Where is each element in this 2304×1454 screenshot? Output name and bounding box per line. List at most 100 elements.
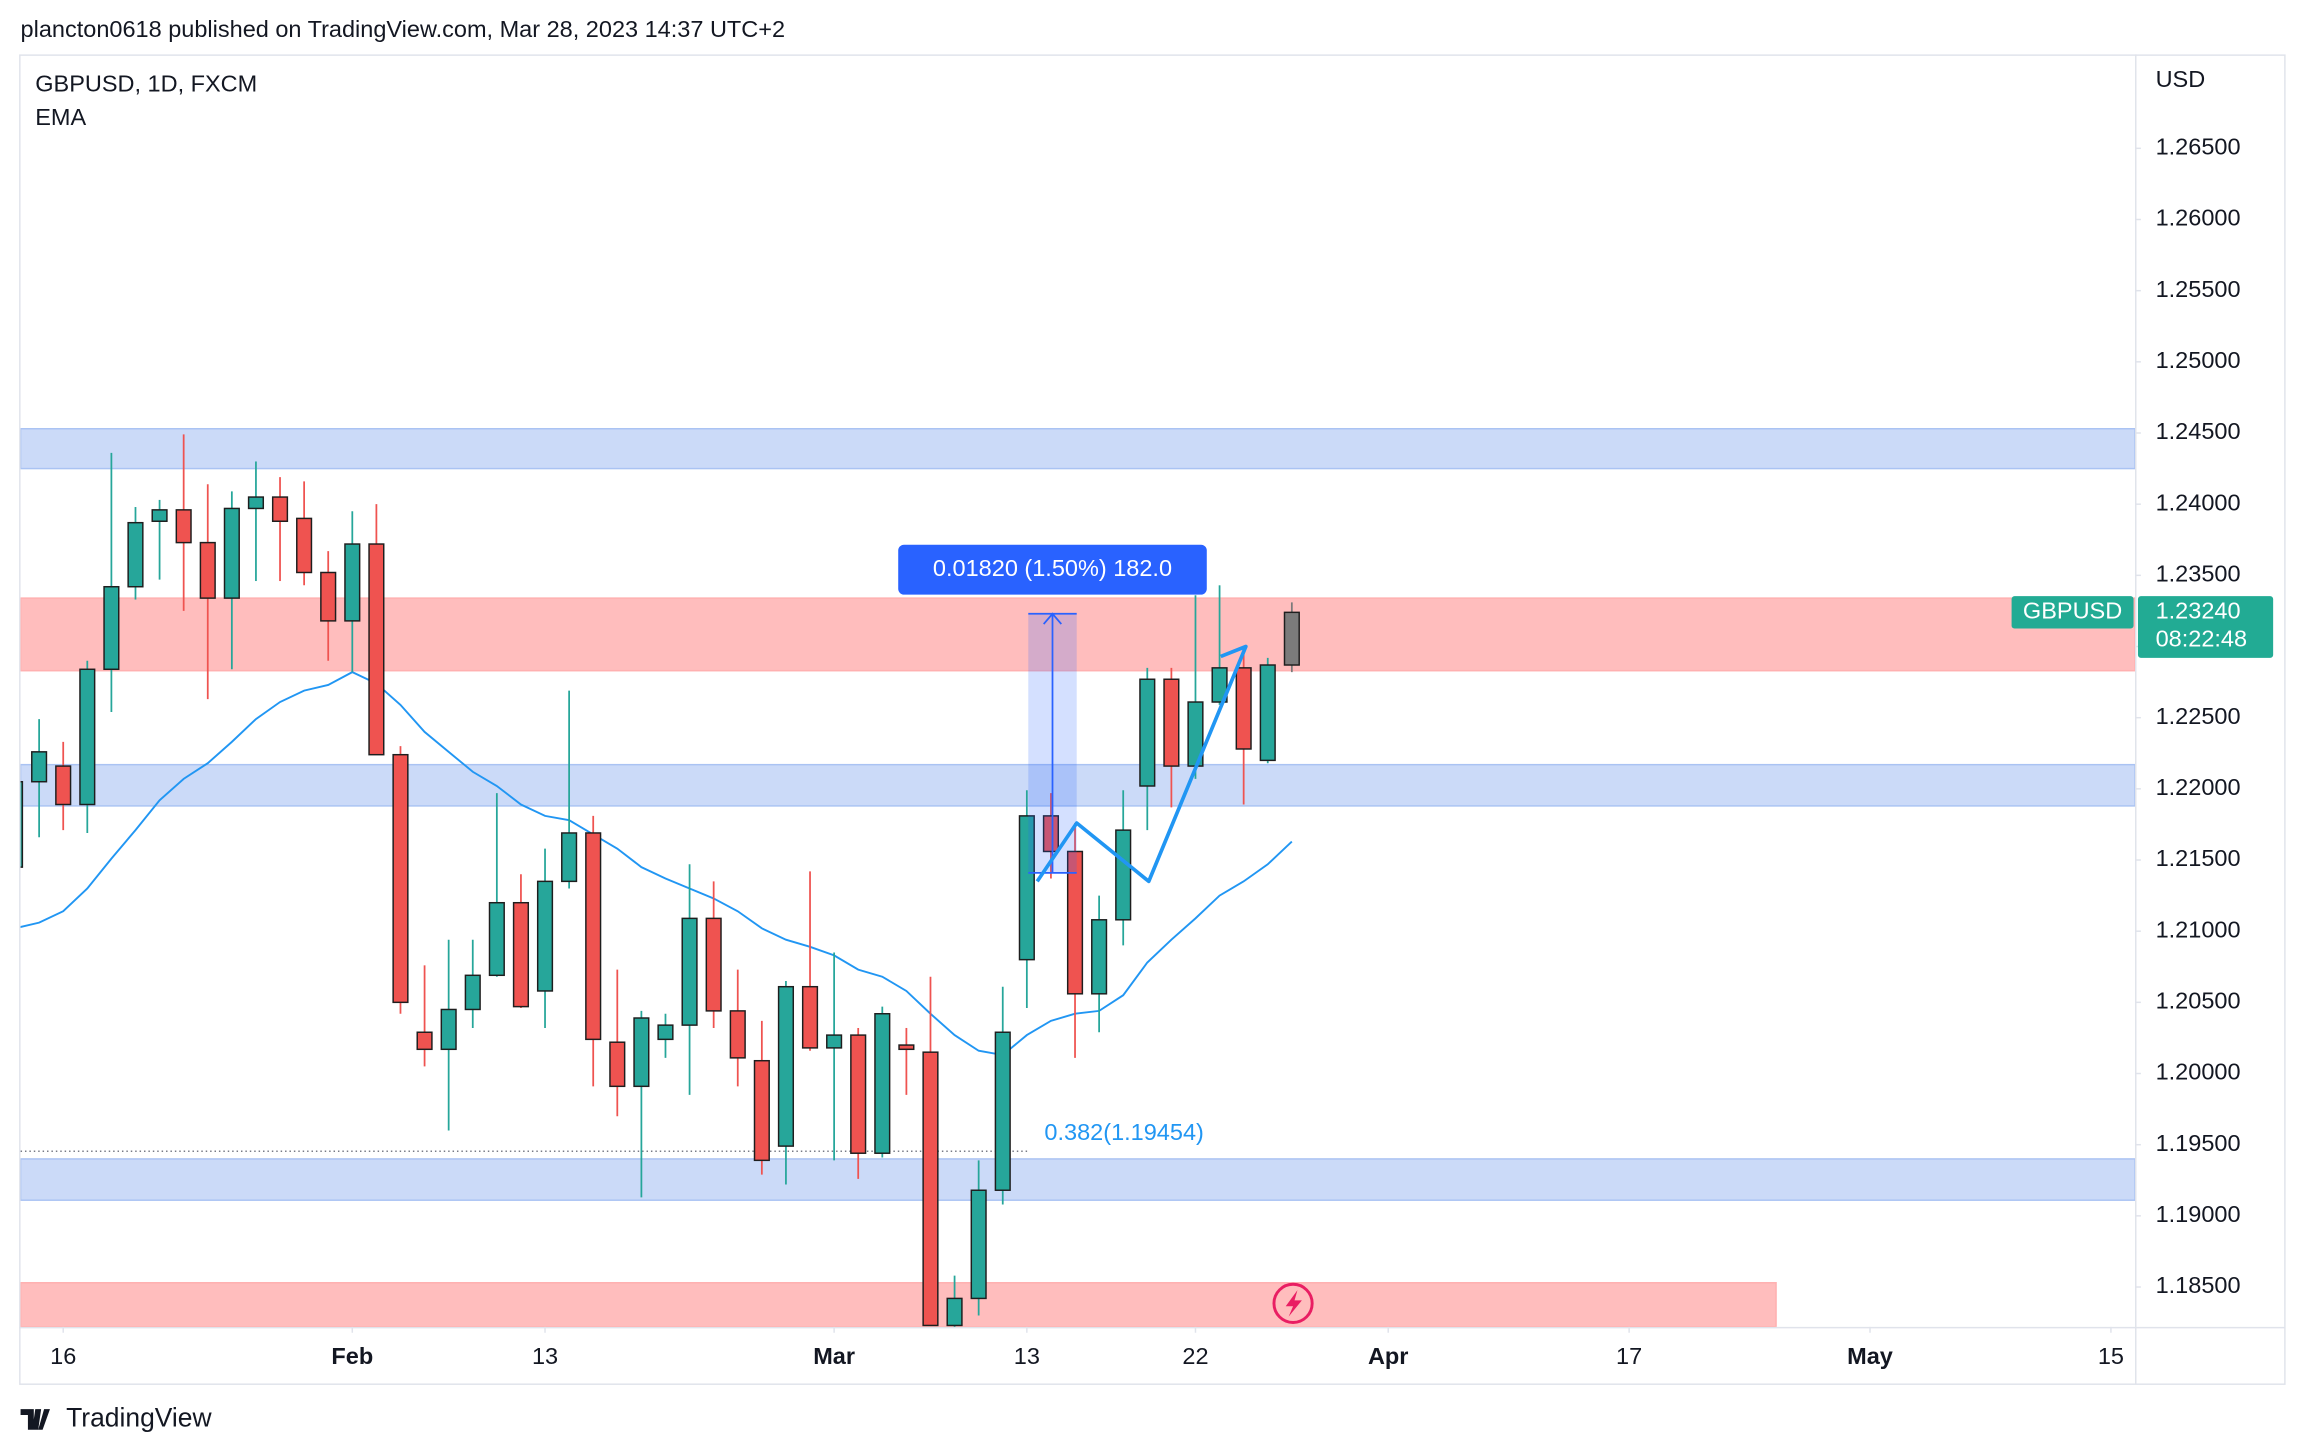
candle-body [247,496,265,510]
y-tick-label: 1.18500 [2156,1272,2241,1298]
candle-body [585,832,602,1041]
y-tick-label: 1.25500 [2156,276,2241,302]
x-tick-label: May [1847,1343,1893,1369]
fib-label: 0.382(1.19454) [1044,1119,1203,1145]
candle-body [127,521,144,588]
candle-body [1259,664,1276,762]
candle-body [1018,815,1035,961]
candle-body [512,901,530,1008]
candle-body [1211,667,1228,703]
candle-body [368,543,385,756]
currency-label: USD [2156,66,2206,92]
candle-body [753,1059,770,1162]
last-price-box [2137,596,2274,658]
candle-body [970,1189,987,1300]
x-tick-label: 17 [1616,1343,1642,1369]
zone [20,763,2136,807]
candle-body [922,1051,939,1327]
candle-body [1042,815,1060,853]
x-tick-label: 15 [2098,1343,2124,1369]
candle-body [464,974,481,1011]
zone [20,1158,2136,1201]
candle-body [609,1041,626,1088]
candle-body [681,917,698,1026]
brand-name: TradingView [66,1402,212,1432]
last-price-value: 1.23240 [2156,598,2241,624]
candle-body [175,509,192,544]
candle-body [1091,919,1108,995]
candle-body [1283,611,1300,666]
candle-body [31,751,48,783]
symbol-title: GBPUSD, 1D, FXCM [35,70,257,96]
candle-body [1066,850,1084,995]
candle-body [79,668,96,806]
y-tick-label: 1.22000 [2156,774,2241,800]
candle-body [633,1017,650,1088]
y-tick-label: 1.26500 [2156,134,2241,160]
y-tick-label: 1.21000 [2156,916,2241,942]
brand-logo [20,1409,50,1430]
x-tick-label: Feb [331,1343,373,1369]
y-tick-label: 1.19000 [2156,1201,2241,1227]
candle-body [296,517,313,574]
candle-body [1163,678,1180,767]
zone [20,427,2136,470]
y-tick-label: 1.21500 [2156,845,2241,871]
measure-label: 0.01820 (1.50%) 182.0 [933,555,1172,581]
y-tick-label: 1.24000 [2156,489,2241,515]
last-price-countdown: 08:22:48 [2156,625,2247,651]
lightning-icon [1272,1282,1314,1324]
candle-body [20,780,24,868]
measure-label-box [898,544,1207,595]
candle-body [898,1044,915,1051]
candle-body [705,917,722,1012]
candle-body [344,543,361,622]
candle-body [271,496,289,522]
candle-body [657,1024,674,1041]
y-tick-label: 1.26000 [2156,205,2241,231]
chart-frame [19,54,2286,1385]
y-tick-label: 1.20500 [2156,988,2241,1014]
candle-body [946,1297,963,1327]
candle-body [1139,678,1156,787]
candle-body [777,985,795,1147]
publish-header: plancton0618 published on TradingView.co… [21,16,785,42]
y-tick-label: 1.23500 [2156,561,2241,587]
indicator-name: EMA [35,104,86,130]
y-tick-label: 1.19500 [2156,1130,2241,1156]
ema-line [20,671,1293,1057]
candle-body [1235,667,1252,750]
x-tick-label: 13 [532,1343,558,1369]
candle-body [1115,829,1132,921]
candle-body [55,765,72,806]
x-tick-label: 13 [1014,1343,1040,1369]
candle-body [151,509,168,522]
candle-body [320,571,337,622]
x-tick-label: Mar [813,1343,855,1369]
pattern-line [1035,644,1248,884]
candle-body [561,832,578,883]
zone [20,597,2136,672]
zone [20,1282,1777,1327]
x-tick-label: 16 [50,1343,76,1369]
candle-body [392,753,409,1004]
y-tick-label: 1.25000 [2156,347,2241,373]
candle-body [801,985,819,1049]
candle-body [488,901,505,977]
last-price-symbol-box [2011,596,2134,629]
x-tick-label: Apr [1368,1343,1408,1369]
y-tick-label: 1.20000 [2156,1059,2241,1085]
plot-area [20,427,2136,1327]
overlay: 0.382(1.19454) 0.01820 (1.50%) 182.0 [898,544,1248,1145]
candle-body [826,1034,843,1049]
candle-body [729,1010,746,1059]
candle-body [416,1031,433,1051]
candle-body [994,1031,1011,1191]
x-tick-label: 22 [1182,1343,1208,1369]
last-price-symbol: GBPUSD [2023,598,2122,624]
candle-body [440,1008,457,1051]
candle-body [874,1013,891,1154]
measure-arrowhead [1043,612,1062,625]
candle-body [103,585,120,671]
